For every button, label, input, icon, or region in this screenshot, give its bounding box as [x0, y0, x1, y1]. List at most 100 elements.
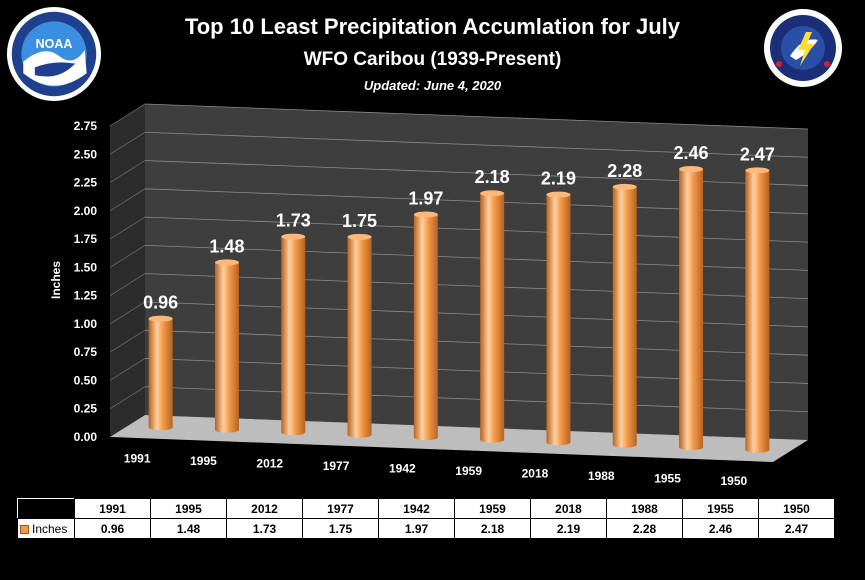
table-row: Inches 0.96 1.48 1.73 1.75 1.97 2.18 2.1…	[17, 518, 835, 539]
bar-top	[679, 166, 704, 173]
bar-top	[281, 233, 306, 240]
bar-top	[214, 259, 239, 266]
gridline-side	[109, 358, 146, 381]
y-tick-label: 2.00	[74, 204, 98, 218]
y-tick-label: 1.25	[74, 289, 98, 303]
table-year: 1942	[378, 498, 455, 519]
side-wall	[110, 104, 145, 437]
value-label: 2.18	[475, 167, 510, 187]
table-year: 1955	[682, 498, 759, 519]
x-tick-label: 2012	[256, 456, 283, 470]
gridline-side	[109, 160, 146, 183]
table-value: 1.75	[302, 518, 379, 539]
y-axis: 0.00 0.25 0.50 0.75 1.00 1.25 1.50 1.75 2.00 2.25…	[74, 119, 98, 444]
x-tick-label: 1995	[190, 454, 217, 468]
bar	[745, 170, 770, 453]
bar-top	[612, 183, 637, 190]
table-year: 2012	[226, 498, 303, 519]
bar-top	[546, 191, 571, 198]
gridline-side	[109, 188, 146, 212]
gridline-side	[109, 301, 146, 325]
nws-logo-icon	[764, 9, 842, 87]
y-tick-label: 0.75	[74, 345, 98, 359]
table-year: 1995	[150, 498, 227, 519]
value-label: 2.19	[541, 169, 576, 189]
bar-top	[148, 315, 173, 322]
bar-top	[480, 190, 505, 197]
back-wall	[145, 104, 808, 440]
value-label: 2.47	[740, 144, 775, 164]
bar	[347, 236, 372, 438]
table-value: 0.96	[74, 518, 151, 539]
y-tick-label: 0.50	[74, 373, 98, 387]
gridline-side	[109, 245, 146, 268]
table-value: 1.48	[150, 518, 227, 539]
value-label: 2.46	[674, 143, 709, 163]
svg-text:NOAA: NOAA	[36, 37, 73, 51]
table-value: 1.97	[378, 518, 455, 539]
bars: 0.96 1.48 1.73 1.75 1.97 2.18 2.19 2.28 2.46 2.47	[143, 143, 775, 453]
table-year: 2018	[530, 498, 607, 519]
x-axis: 1991 1995 2012 1977 1942 1959 2018 1988 1955 1950	[124, 451, 748, 488]
x-tick-label: 1959	[455, 464, 482, 478]
table-value: 2.47	[758, 518, 835, 539]
table-year: 1988	[606, 498, 683, 519]
series-label-text: Inches	[32, 521, 68, 536]
x-tick-label: 1942	[389, 461, 416, 475]
bar	[281, 236, 306, 436]
table-value: 2.19	[530, 518, 607, 539]
table-value: 2.28	[606, 518, 683, 539]
value-label: 2.28	[607, 161, 642, 181]
y-tick-label: 1.00	[74, 317, 98, 331]
y-tick-label: 0.00	[74, 430, 98, 444]
table-year: 1991	[74, 498, 151, 519]
table-header-row: 1991 1995 2012 1977 1942 1959 2018 1988 …	[17, 498, 835, 519]
noaa-logo-icon: NOAA	[6, 6, 102, 102]
table-corner	[17, 498, 75, 519]
table-value: 2.46	[682, 518, 759, 539]
y-axis-label: Inches	[49, 261, 63, 299]
value-label: 0.96	[143, 293, 178, 313]
x-tick-label: 1950	[720, 474, 747, 488]
x-tick-label: 1955	[654, 471, 681, 485]
table-series-label: Inches	[17, 518, 75, 539]
gridline-side	[109, 216, 146, 240]
y-tick-label: 2.50	[74, 147, 98, 161]
value-label: 1.48	[209, 236, 244, 256]
chart-subtitle: WFO Caribou (1939-Present)	[303, 49, 562, 70]
gridline-side	[109, 131, 146, 155]
value-label: 1.97	[408, 188, 443, 208]
bar	[413, 214, 438, 441]
gridline-side	[109, 386, 146, 410]
y-tick-label: 2.75	[74, 119, 98, 133]
bar	[214, 262, 239, 433]
gridline-side	[109, 103, 146, 127]
updated-date: Updated: June 4, 2020	[363, 78, 502, 93]
y-tick-label: 1.50	[74, 260, 98, 274]
x-tick-label: 1988	[588, 469, 615, 483]
value-label: 1.73	[276, 211, 311, 231]
y-tick-label: 1.75	[74, 232, 98, 246]
table-year: 1959	[454, 498, 531, 519]
value-label: 1.75	[342, 211, 377, 231]
gridline	[144, 103, 809, 130]
y-tick-label: 0.25	[74, 402, 98, 416]
data-table: 1991 1995 2012 1977 1942 1959 2018 1988 …	[17, 498, 835, 539]
table-year: 1977	[302, 498, 379, 519]
bar-top	[745, 167, 770, 174]
x-tick-label: 2018	[522, 466, 549, 480]
table-value: 2.18	[454, 518, 531, 539]
bar	[148, 318, 173, 431]
y-tick-label: 2.25	[74, 176, 98, 190]
x-tick-label: 1991	[124, 451, 151, 465]
chart-title: Top 10 Least Precipitation Accumlation f…	[184, 14, 681, 39]
bar	[546, 194, 571, 446]
gridline-side	[109, 273, 146, 296]
bar-top	[413, 211, 438, 218]
bar	[679, 169, 704, 451]
bar-top	[347, 233, 372, 240]
table-year: 1950	[758, 498, 835, 519]
x-tick-label: 1977	[323, 459, 350, 473]
series-swatch-icon	[20, 524, 29, 534]
